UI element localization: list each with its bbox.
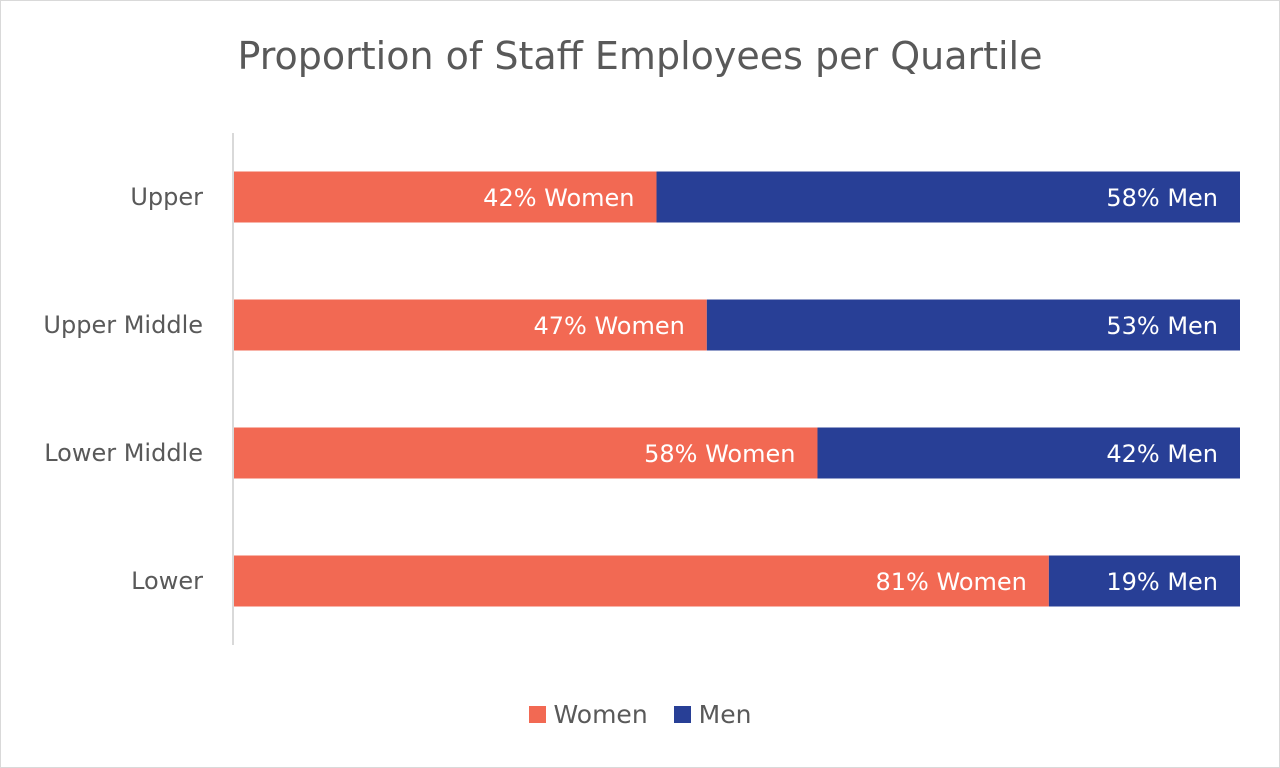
bar-women	[234, 299, 707, 351]
bar-men	[656, 171, 1240, 223]
data-label: 53% Men	[1106, 312, 1218, 340]
legend-swatch-men	[673, 706, 691, 723]
data-label: 42% Women	[483, 184, 634, 212]
category-label: Lower Middle	[44, 439, 203, 467]
data-label: 42% Men	[1106, 440, 1218, 468]
bar-men	[706, 299, 1240, 351]
data-label: 81% Women	[876, 568, 1027, 596]
legend-label-men: Men	[698, 700, 752, 729]
category-label: Lower	[131, 567, 203, 595]
category-label: Upper Middle	[43, 311, 203, 339]
legend-item-women: Women	[528, 700, 648, 729]
data-label: 58% Men	[1106, 184, 1218, 212]
data-label: 19% Men	[1106, 568, 1218, 596]
chart-title: Proportion of Staff Employees per Quarti…	[237, 34, 1043, 78]
data-label: 58% Women	[644, 440, 795, 468]
bar-women	[234, 555, 1049, 607]
legend-item-men: Men	[673, 700, 752, 729]
category-label: Upper	[130, 183, 203, 211]
data-label: 47% Women	[533, 312, 684, 340]
legend: Women Men	[0, 700, 1280, 729]
bar-women	[234, 171, 657, 223]
bar-women	[234, 427, 818, 479]
bar-men	[1048, 555, 1240, 607]
legend-swatch-women	[528, 706, 546, 723]
legend-label-women: Women	[553, 700, 648, 729]
bar-men	[817, 427, 1240, 479]
